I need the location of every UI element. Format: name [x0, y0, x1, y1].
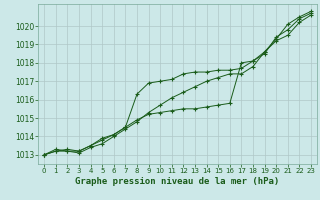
X-axis label: Graphe pression niveau de la mer (hPa): Graphe pression niveau de la mer (hPa) [76, 177, 280, 186]
